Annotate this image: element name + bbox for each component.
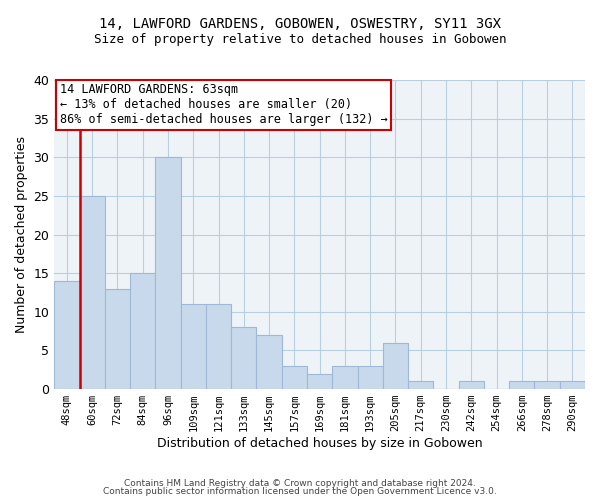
Bar [80,196,105,389]
Bar [181,304,206,389]
Bar [358,366,383,389]
X-axis label: Distribution of detached houses by size in Gobowen: Distribution of detached houses by size … [157,437,482,450]
Bar [130,273,155,389]
Bar [535,382,560,389]
Bar [105,288,130,389]
Bar [206,304,231,389]
Text: Contains HM Land Registry data © Crown copyright and database right 2024.: Contains HM Land Registry data © Crown c… [124,478,476,488]
Bar [560,382,585,389]
Bar [231,328,256,389]
Bar [458,382,484,389]
Text: 14, LAWFORD GARDENS, GOBOWEN, OSWESTRY, SY11 3GX: 14, LAWFORD GARDENS, GOBOWEN, OSWESTRY, … [99,18,501,32]
Y-axis label: Number of detached properties: Number of detached properties [15,136,28,333]
Bar [509,382,535,389]
Bar [155,158,181,389]
Bar [332,366,358,389]
Bar [256,335,282,389]
Text: Size of property relative to detached houses in Gobowen: Size of property relative to detached ho… [94,32,506,46]
Bar [307,374,332,389]
Text: Contains public sector information licensed under the Open Government Licence v3: Contains public sector information licen… [103,487,497,496]
Bar [408,382,433,389]
Bar [282,366,307,389]
Text: 14 LAWFORD GARDENS: 63sqm
← 13% of detached houses are smaller (20)
86% of semi-: 14 LAWFORD GARDENS: 63sqm ← 13% of detac… [59,83,388,126]
Bar [383,342,408,389]
Bar [54,281,80,389]
